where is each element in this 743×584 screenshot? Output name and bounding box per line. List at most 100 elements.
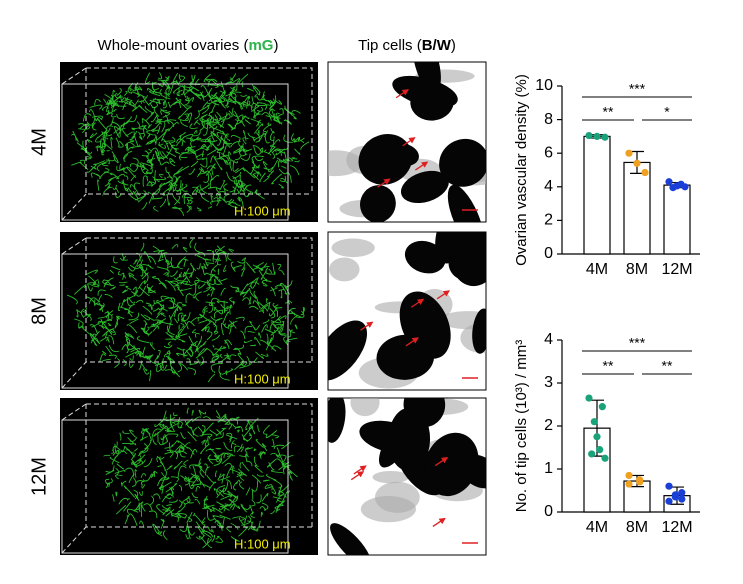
header-text: ) (451, 37, 456, 54)
data-point (669, 184, 677, 192)
data-point (593, 132, 601, 140)
x-tick-label: 8M (626, 519, 648, 536)
tip-cell-image (327, 61, 487, 223)
chart: 0 1 2 3 4 No. of tip cells (10³) / mm³ 4M 8M 12M… (513, 331, 700, 536)
vessels (71, 72, 310, 216)
header-highlight: mG (248, 37, 273, 54)
gray-patch (360, 496, 417, 523)
data-point (625, 471, 633, 480)
row-label: 8M (28, 297, 50, 325)
box-outline (61, 237, 313, 389)
y-tick-label: 0 (544, 503, 553, 520)
header-text: Whole-mount ovaries ( (98, 37, 249, 54)
y-tick-label: 3 (544, 374, 553, 391)
blobs (328, 62, 486, 222)
arrow (377, 178, 391, 188)
arrow (410, 298, 425, 308)
blobs (328, 398, 486, 555)
data-point (601, 454, 609, 462)
data-point (625, 480, 633, 488)
significance-label: ** (603, 104, 614, 120)
row-label: 12M (28, 457, 50, 496)
lumen (328, 398, 346, 443)
data-point (665, 482, 673, 490)
arrow (432, 517, 446, 528)
lumen (386, 143, 419, 167)
box-outline (61, 403, 313, 554)
image-bg (60, 232, 318, 390)
data-point (588, 450, 596, 458)
data-point (601, 133, 609, 141)
data-point (665, 497, 673, 505)
box-outline (61, 67, 313, 221)
data-point (593, 433, 601, 441)
data-point (678, 495, 686, 503)
lumen (360, 185, 396, 222)
y-axis-label: No. of tip cells (10³) / mm³ (513, 340, 530, 513)
image-bg (60, 398, 318, 555)
left-header: Whole-mount ovaries (mG) (98, 37, 279, 54)
vessels (103, 407, 298, 549)
y-tick-label: 2 (544, 212, 553, 229)
data-point (681, 183, 689, 191)
lumen (392, 75, 458, 108)
y-axis-label: Ovarian vascular density (%) (513, 74, 530, 266)
gray-patch (350, 398, 380, 417)
box-front (61, 83, 289, 221)
y-tick-label: 8 (544, 111, 553, 128)
x-tick-label: 12M (661, 261, 692, 278)
y-tick-label: 1 (544, 460, 553, 477)
arrow (360, 321, 374, 331)
arrow (434, 456, 449, 467)
x-tick-label: 4M (586, 261, 608, 278)
y-tick-label: 4 (544, 178, 553, 195)
row-label: 4M (28, 128, 50, 156)
arrow (405, 337, 419, 347)
data-point (641, 168, 649, 177)
bar (583, 135, 611, 255)
x-tick-label: 12M (661, 519, 692, 536)
arrow (436, 290, 450, 300)
data-point (585, 394, 593, 402)
significance-label: *** (629, 81, 646, 97)
x-tick-label: 4M (586, 519, 608, 536)
data-point (596, 446, 604, 454)
chart: 0 2 4 6 8 10 Ovarian vascular density (%) 4M 8M 1… (513, 74, 700, 278)
box-front (61, 253, 289, 389)
significance-label: * (664, 104, 670, 120)
scale-label: H:100 μm (234, 371, 291, 386)
ovary-image: H:100 μm (60, 62, 318, 222)
lumen (378, 417, 416, 468)
lumen (376, 334, 435, 380)
header-text: Tip cells ( (358, 37, 422, 54)
middle-header: Tip cells (B/W) (358, 37, 456, 54)
lumen (424, 432, 479, 497)
arrow (353, 465, 367, 475)
ovary-image: H:100 μm (60, 232, 318, 390)
data-point (636, 478, 644, 486)
data-point (665, 178, 673, 186)
data-point (585, 131, 593, 140)
data-point (625, 149, 633, 157)
y-tick-label: 0 (544, 245, 553, 262)
bar (663, 184, 691, 255)
lumen (451, 232, 486, 287)
y-tick-label: 4 (544, 331, 553, 348)
scale-label: H:100 μm (234, 536, 291, 551)
header-text: ) (273, 37, 278, 54)
data-point (633, 159, 641, 167)
gray-patch (372, 470, 409, 484)
arrow (350, 471, 365, 481)
lumen (330, 523, 372, 555)
lumen (403, 398, 446, 427)
significance-label: ** (603, 358, 614, 374)
arrow (414, 161, 429, 171)
y-tick-label: 10 (535, 77, 553, 94)
data-point (590, 418, 598, 426)
data-point (671, 493, 680, 501)
y-tick-label: 6 (544, 144, 553, 161)
y-tick-label: 2 (544, 417, 553, 434)
lumen (447, 184, 485, 222)
vessels (66, 238, 305, 383)
